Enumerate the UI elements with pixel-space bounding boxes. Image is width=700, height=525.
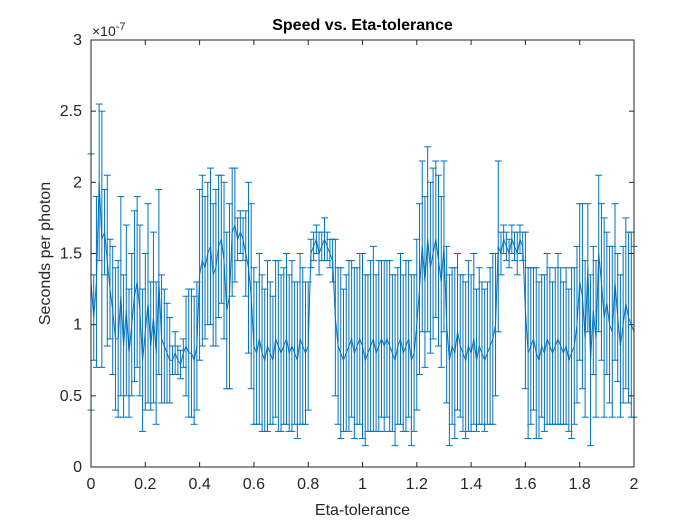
y-tick-label: 0.5 (60, 388, 82, 405)
x-tick-label: 1.2 (406, 476, 428, 493)
y-tick-label: 0 (73, 459, 82, 476)
x-tick-label: 2 (630, 476, 639, 493)
x-tick-label: 1 (358, 476, 367, 493)
x-tick-label: 1.8 (569, 476, 591, 493)
x-tick-label: 0 (87, 476, 96, 493)
y-axis-exponent-base: ×10 (92, 23, 116, 39)
y-axis: 0 0.5 1 1.5 2 2.5 3 (60, 32, 634, 476)
x-tick-label: 1.4 (460, 476, 482, 493)
y-tick-label: 2 (73, 174, 82, 191)
y-axis-exponent-power: -7 (116, 21, 126, 33)
x-tick-label: 0.4 (188, 476, 210, 493)
y-axis-label: Seconds per photon (37, 182, 54, 325)
y-axis-exponent: ×10-7 (92, 21, 126, 39)
x-tick-label: 0.8 (297, 476, 319, 493)
y-tick-label: 1 (73, 317, 82, 334)
x-axis-label: Eta-tolerance (315, 502, 410, 519)
x-tick-label: 0.6 (243, 476, 265, 493)
y-tick-label: 1.5 (60, 246, 82, 263)
x-tick-label: 1.6 (514, 476, 536, 493)
y-tick-label: 3 (73, 32, 82, 49)
x-axis: 0 0.2 0.4 0.6 0.8 1 1.2 1.4 1.6 1.8 2 (87, 40, 639, 493)
y-tick-label: 2.5 (60, 103, 82, 120)
chart-title: Speed vs. Eta-tolerance (272, 17, 453, 34)
series-line (90, 182, 635, 366)
x-tick-label: 0.2 (134, 476, 156, 493)
